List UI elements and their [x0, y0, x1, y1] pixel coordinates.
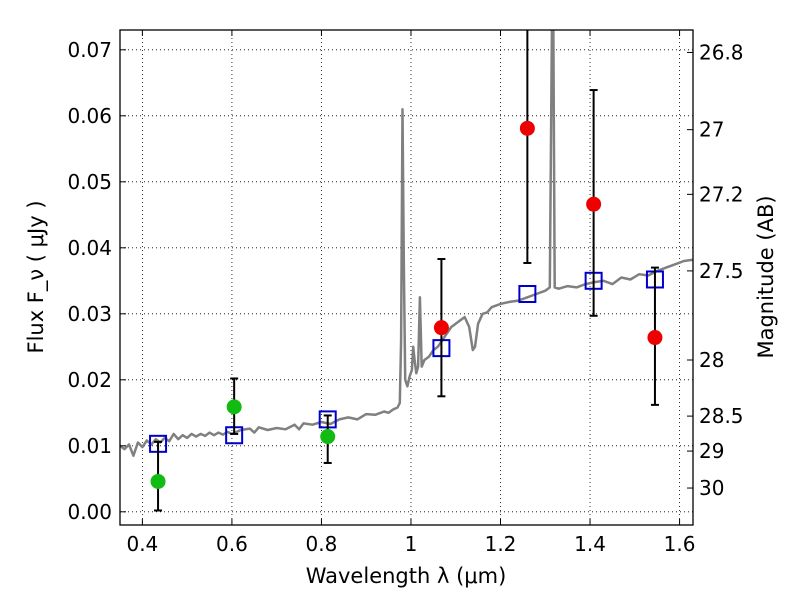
plot-frame	[119, 29, 694, 526]
x-axis-label: Wavelength λ (μm)	[306, 564, 507, 588]
y2-axis-label: Magnitude (AB)	[754, 195, 778, 358]
y-tick-label: 0.02	[67, 368, 112, 392]
spectrum-line	[120, 30, 693, 457]
y-tick-label: 0.00	[67, 500, 112, 524]
plot-area	[120, 30, 693, 512]
x-tick-label: 1	[405, 532, 418, 556]
photometry-point	[320, 429, 336, 445]
y-tick-label: 0.05	[67, 170, 112, 194]
y2-tick-label: 27	[699, 118, 724, 142]
y-axis-label: Flux F_ν ( μJy )	[24, 200, 49, 353]
y2-tick-label: 26.8	[699, 40, 744, 64]
y2-tick-label: 27.5	[699, 259, 744, 283]
photometry-point	[519, 120, 535, 136]
y2-tick-label: 27.2	[699, 182, 744, 206]
y-tick-label: 0.04	[67, 236, 112, 260]
x-tick-label: 0.6	[216, 532, 248, 556]
y2-tick-label: 28	[699, 348, 724, 372]
photometry-point	[150, 473, 166, 489]
photometry-point	[226, 399, 242, 415]
grid	[120, 30, 693, 525]
x-tick-label: 0.4	[126, 532, 158, 556]
y-tick-label: 0.07	[67, 38, 112, 62]
photometry-point	[433, 320, 449, 336]
x-tick-label: 1.4	[574, 532, 606, 556]
x-tick-label: 1.2	[485, 532, 517, 556]
x-tick-label: 0.8	[306, 532, 338, 556]
x-tick-label: 1.6	[664, 532, 696, 556]
photometry-point	[586, 196, 602, 212]
axis-ticks: 0.4 0.6 0.8 1 1.2 1.4 1.6 0.00 0.01 0.02 0.03 0.04 0…	[67, 30, 744, 556]
y2-tick-label: 30	[699, 476, 724, 500]
y2-tick-label: 28.5	[699, 404, 744, 428]
y-tick-label: 0.06	[67, 104, 112, 128]
model-square-point	[518, 285, 537, 303]
y-tick-label: 0.01	[67, 434, 112, 458]
y-tick-label: 0.03	[67, 302, 112, 326]
photometry-point	[647, 330, 663, 346]
y2-tick-label: 29	[699, 439, 724, 463]
